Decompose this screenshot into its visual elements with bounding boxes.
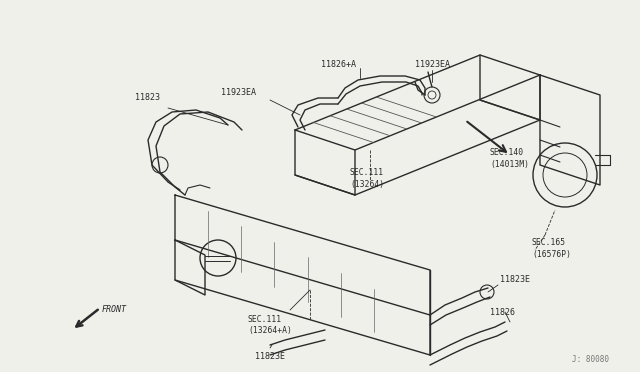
Text: SEC.111: SEC.111 [350, 168, 384, 177]
Text: 11826: 11826 [490, 308, 515, 317]
Text: FRONT: FRONT [102, 305, 127, 314]
Text: SEC.140: SEC.140 [490, 148, 524, 157]
Text: (13264+A): (13264+A) [248, 326, 292, 335]
Text: SEC.111: SEC.111 [248, 315, 282, 324]
Text: 11923EA: 11923EA [415, 60, 449, 69]
Text: (14013M): (14013M) [490, 160, 529, 169]
Text: 11823: 11823 [136, 93, 161, 102]
Text: (13264): (13264) [350, 180, 384, 189]
Text: 11923EA: 11923EA [221, 88, 255, 97]
Text: SEC.165: SEC.165 [532, 238, 566, 247]
Text: J: 80080: J: 80080 [572, 355, 609, 364]
Text: (16576P): (16576P) [532, 250, 571, 259]
Text: 11823E: 11823E [255, 352, 285, 361]
Text: 11823E: 11823E [500, 275, 530, 284]
Text: 11826+A: 11826+A [321, 60, 355, 69]
